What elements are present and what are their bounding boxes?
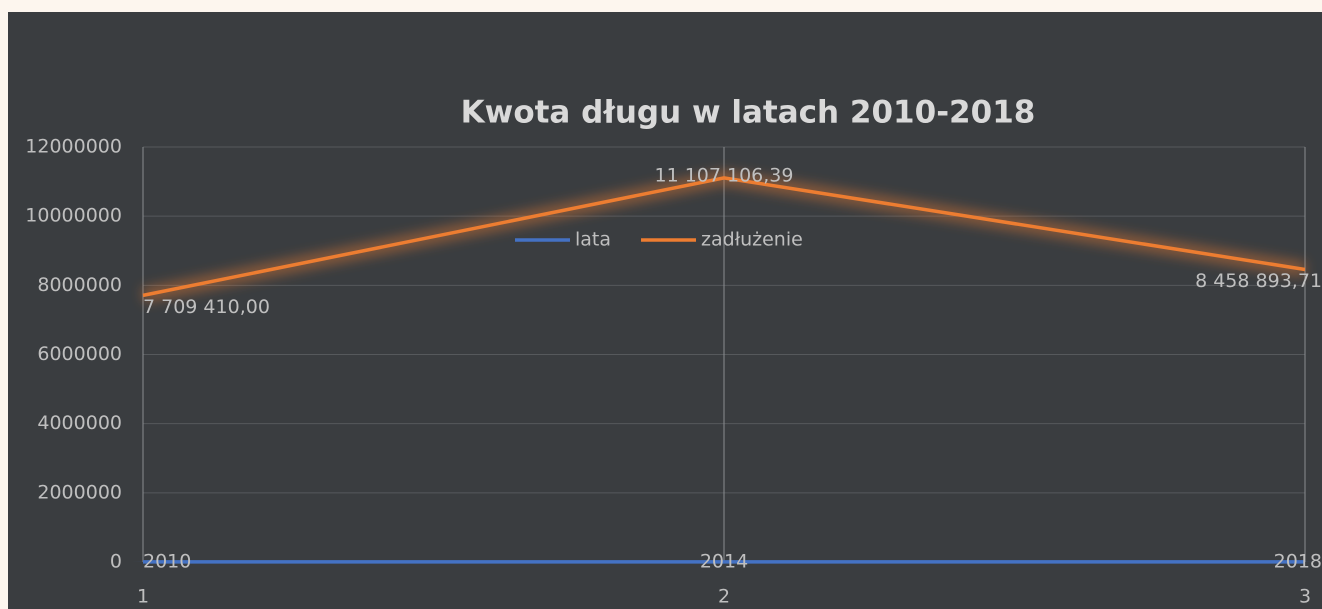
x-tick-label: 3: [1299, 586, 1311, 608]
data-label: 2010: [143, 550, 191, 572]
y-tick-label: 2000000: [37, 481, 122, 503]
chart-title: Kwota długu w latach 2010-2018: [461, 95, 1036, 131]
y-tick-label: 0: [110, 551, 122, 573]
y-tick-label: 10000000: [25, 205, 122, 227]
data-label: 2018: [1274, 550, 1322, 572]
legend-label: zadłużenie: [701, 229, 803, 251]
y-tick-label: 4000000: [37, 412, 122, 434]
chart-background: [8, 12, 1322, 609]
data-label: 7 709 410,00: [143, 296, 270, 318]
y-tick-label: 6000000: [37, 343, 122, 365]
y-tick-label: 8000000: [37, 274, 122, 296]
data-label: 2014: [700, 550, 748, 572]
data-label: 11 107 106,39: [654, 164, 793, 186]
series-line: [142, 176, 1306, 298]
y-tick-label: 12000000: [25, 136, 122, 158]
data-label: 8 458 893,71: [1195, 270, 1322, 292]
legend-label: lata: [575, 229, 611, 251]
x-tick-label: 1: [137, 586, 149, 608]
x-tick-label: 2: [718, 586, 730, 608]
